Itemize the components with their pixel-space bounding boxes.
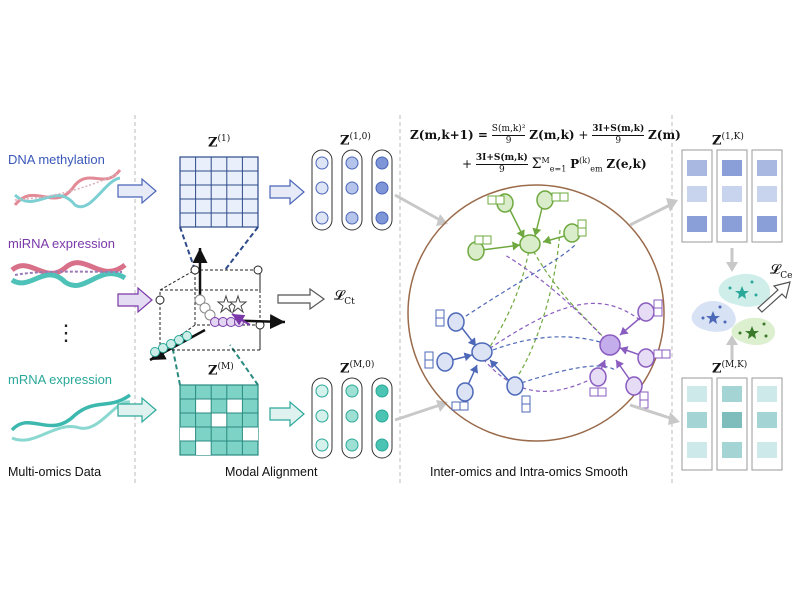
inter-omics-edges [459, 229, 641, 392]
input-arrow-mirna [117, 286, 153, 314]
mirna-expression-label: miRNA expression [8, 236, 115, 251]
vector-columns-z1k [681, 149, 783, 243]
matrix-zm [179, 384, 259, 456]
projection-line-zm-right [229, 344, 259, 386]
arrowhead-z1k-down [726, 262, 738, 272]
mirna-helix-icon [10, 260, 127, 288]
dna-helix-icons [10, 169, 132, 442]
contrastive-loss-arrow [277, 287, 326, 311]
projection-line-zm-left [171, 344, 181, 386]
zm-label: Z(M) [208, 362, 234, 379]
arrow-zm-to-vectors [269, 400, 305, 428]
zm0-label: Z(M,0) [340, 360, 375, 377]
z1-label: Z(1) [208, 134, 231, 151]
star-icon [216, 294, 248, 314]
section-label-smooth: Inter-omics and Intra-omics Smooth [430, 465, 628, 479]
matrix-z1 [179, 156, 259, 228]
purple-cluster [589, 299, 671, 409]
graph-boundary-circle [407, 184, 665, 442]
cluster-green-star [745, 326, 759, 339]
blue-cluster [424, 309, 531, 413]
z1k-label: Z(1,K) [712, 132, 744, 149]
cluster-teal [718, 273, 771, 307]
cube-vertices [155, 265, 265, 330]
arrow-graph-to-z1k [629, 203, 671, 227]
arrow-graph-to-zmk [629, 403, 671, 420]
smoothing-equation-line2: + 3I+S(m,k) 9 ΣMe=1 P(k)em Z(e,k) [462, 153, 647, 175]
smoothing-equation: Z(m,k+1) = S(m,k)² 9 Z(m,k) + 3I+S(m,k) … [410, 124, 681, 146]
embedding-points-teal [150, 331, 192, 357]
section-label-multi-omics: Multi-omics Data [8, 465, 102, 479]
arrow-zm0-to-graph [394, 403, 441, 422]
arrowhead-zmk [668, 412, 680, 425]
cluster-blue-star [706, 311, 720, 324]
vector-columns-zm0 [311, 377, 393, 459]
section-label-modal-alignment: Modal Alignment [225, 465, 318, 479]
vector-columns-zmk [681, 377, 783, 471]
green-cluster [467, 190, 587, 261]
zmk-label: Z(M,K) [712, 360, 748, 377]
input-arrow-dna [117, 177, 157, 205]
arrowhead-z1k [666, 198, 678, 212]
input-arrow-mrna [117, 396, 157, 424]
dna-helix-icon [13, 169, 122, 209]
mrna-expression-label: mRNA expression [8, 372, 113, 387]
dna-methylation-label: DNA methylation [8, 152, 105, 167]
cluster-green [731, 317, 775, 345]
vector-columns-z10 [311, 149, 393, 231]
arrow-z10-to-graph [394, 193, 441, 222]
axis-down-left [149, 328, 206, 362]
purple-pull-arrow [231, 313, 251, 326]
arrow-z1-to-vectors [269, 178, 305, 206]
cross-entropy-arrow [757, 281, 791, 313]
loss-ce-label: 𝓛Ce [770, 262, 793, 281]
arrowhead-zmk-up [726, 335, 738, 345]
z10-label: Z(1,0) [340, 132, 371, 149]
cluster-blue [691, 300, 736, 332]
embedding-points-grey [194, 294, 216, 321]
cluster-teal-star [735, 286, 749, 299]
loss-ct-label: 𝓛Ct [334, 288, 355, 307]
projection-line-z1-right [224, 226, 259, 271]
ellipsis-dots: ⋮ [55, 320, 77, 345]
mrna-helix-icon [10, 393, 132, 442]
